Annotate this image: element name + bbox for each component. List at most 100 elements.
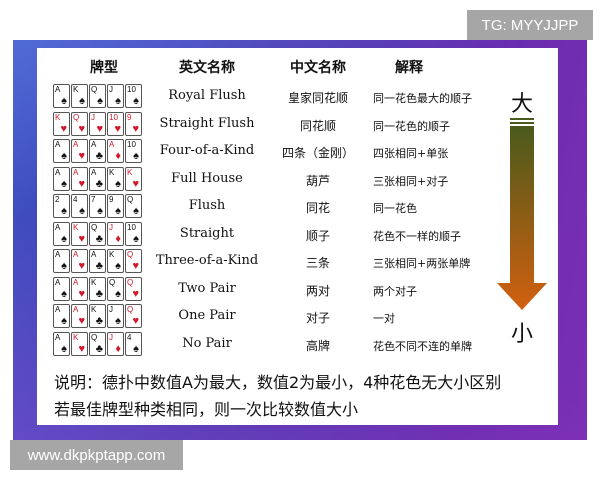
card-rank: Q: [127, 250, 134, 259]
card-suit-icon: ♥: [78, 122, 85, 135]
header-english: 英文名称: [179, 60, 235, 76]
card-rank: K: [127, 167, 133, 177]
chinese-name: 四条（金刚）: [281, 146, 355, 160]
card-rank: A: [55, 277, 61, 287]
playing-card: A ♠: [53, 249, 70, 273]
header-hand: 牌型: [90, 60, 118, 76]
card-rank: K: [109, 250, 115, 259]
card-rank: 9: [127, 112, 132, 122]
card-suit-icon: ♠: [115, 205, 121, 217]
card-group: 2 ♠ 4 ♠ 7 ♠ 9 ♠ Q ♠: [53, 194, 142, 218]
watermark-top: TG: MYYJJPP: [467, 10, 593, 40]
explanation: 花色不同不连的单牌: [373, 339, 472, 353]
explanation: 同一花色最大的顺子: [373, 92, 472, 105]
explanation: 一对: [373, 312, 395, 325]
card-suit-icon: ♠: [97, 95, 103, 107]
playing-card: J ♦: [107, 221, 124, 246]
playing-card: A ♥: [71, 249, 88, 273]
hand-row: A ♠ A ♥ K ♣ Q ♠ Q ♥ Two Pair 两对 两个对子: [37, 276, 558, 303]
hand-row: K ♥ Q ♥ J ♥ 10 ♥ 9 ♥ Straight Flush 同花顺 同一花色的顺子: [37, 111, 558, 138]
playing-card: A ♣: [89, 249, 106, 273]
card-suit-icon: ♥: [78, 287, 85, 300]
card-rank: Q: [127, 195, 134, 204]
card-suit-icon: ♥: [132, 177, 139, 190]
english-name: One Pair: [178, 308, 236, 323]
card-rank: A: [73, 250, 79, 259]
card-suit-icon: ♠: [61, 205, 67, 217]
chinese-name: 皇家同花顺: [287, 91, 349, 105]
card-rank: K: [91, 305, 97, 314]
playing-card: A ♠: [53, 84, 70, 108]
card-suit-icon: ♠: [133, 150, 139, 162]
card-suit-icon: ♥: [132, 260, 139, 272]
card-rank: A: [73, 167, 79, 177]
english-name: Flush: [188, 198, 226, 213]
card-suit-icon: ♥: [78, 177, 85, 190]
card-suit-icon: ♠: [133, 205, 139, 217]
card-rank: K: [73, 85, 79, 94]
playing-card: 10 ♠: [125, 139, 142, 163]
playing-card: A ♣: [89, 139, 106, 163]
card-suit-icon: ♠: [61, 177, 67, 190]
card-rank: A: [91, 167, 97, 177]
card-group: A ♠ K ♥ Q ♣ J ♦ 4 ♠: [53, 331, 142, 356]
card-suit-icon: ♠: [133, 342, 139, 355]
card-rank: 4: [73, 195, 78, 204]
playing-card: A ♠: [53, 221, 70, 246]
playing-card: A ♣: [89, 166, 106, 191]
card-suit-icon: ♥: [78, 342, 85, 355]
playing-card: K ♥: [71, 221, 88, 246]
card-rank: J: [109, 85, 113, 94]
note-line-1: 说明：德扑中数值A为最大，数值2为最小，4种花色无大小区别: [54, 373, 502, 392]
card-rank: Q: [91, 222, 98, 232]
note-line-2: 若最佳牌型种类相同，则一次比较数值大小: [54, 400, 359, 419]
card-suit-icon: ♠: [115, 287, 121, 300]
card-rank: A: [55, 140, 61, 149]
card-rank: 4: [127, 332, 132, 342]
card-rank: K: [73, 222, 79, 232]
playing-card: Q ♠: [107, 276, 124, 301]
playing-card: A ♥: [71, 166, 88, 191]
hand-row: A ♠ K ♥ Q ♣ J ♦ 4 ♠ No Pair 高牌 花色不同不连的单牌: [37, 331, 558, 358]
card-suit-icon: ♣: [95, 232, 103, 245]
card-rank: J: [109, 332, 113, 342]
scale-bottom-label: 小: [510, 322, 533, 347]
hand-row: A ♠ K ♠ Q ♠ J ♠ 10 ♠ Royal Flush 皇家同花顺 同一花色最大的顺子: [37, 84, 558, 110]
card-rank: K: [55, 112, 61, 122]
card-suit-icon: ♥: [132, 122, 139, 135]
playing-card: Q ♥: [125, 276, 142, 301]
english-name: Two Pair: [178, 280, 236, 296]
card-suit-icon: ♠: [61, 150, 67, 162]
hand-row: A ♠ A ♥ K ♣ J ♠ Q ♥ One Pair 对子 一对: [37, 304, 558, 330]
card-suit-icon: ♥: [78, 315, 85, 327]
card-rank: A: [55, 332, 61, 342]
card-suit-icon: ♥: [78, 232, 85, 245]
explanation: 三张相同+对子: [373, 174, 449, 188]
playing-card: K ♣: [89, 276, 106, 301]
card-suit-icon: ♥: [60, 122, 67, 135]
card-suit-icon: ♠: [61, 95, 67, 107]
rank-arrow-icon: [497, 118, 547, 310]
card-group: A ♠ K ♠ Q ♠ J ♠ 10 ♠: [53, 84, 142, 108]
card-suit-icon: ♠: [61, 342, 67, 355]
card-suit-icon: ♠: [61, 232, 67, 245]
poker-hands-table: 牌型 英文名称 中文名称 解释 A ♠ K ♠ Q ♠ J ♠ 10 ♠ Royal Flush 皇家…: [37, 48, 558, 425]
card-suit-icon: ♥: [132, 315, 139, 327]
scale-top-label: 大: [510, 92, 533, 117]
card-rank: A: [109, 140, 115, 149]
playing-card: K ♠: [71, 84, 88, 108]
chinese-name: 三条: [305, 256, 331, 270]
english-name: Straight Flush: [159, 115, 255, 131]
card-rank: 10: [127, 140, 136, 149]
chinese-name: 对子: [305, 311, 331, 325]
card-suit-icon: ♠: [61, 287, 67, 300]
card-rank: A: [73, 140, 79, 149]
playing-card: K ♥: [71, 331, 88, 356]
hand-row: A ♠ K ♥ Q ♣ J ♦ 10 ♠ Straight 顺子 花色不一样的顺子: [37, 221, 558, 248]
playing-card: J ♠: [107, 304, 124, 328]
card-rank: J: [109, 222, 113, 232]
card-rank: A: [73, 277, 79, 287]
card-suit-icon: ♥: [78, 260, 85, 272]
card-suit-icon: ♣: [95, 260, 103, 272]
card-group: A ♠ A ♥ A ♣ K ♠ K ♥: [53, 166, 142, 191]
